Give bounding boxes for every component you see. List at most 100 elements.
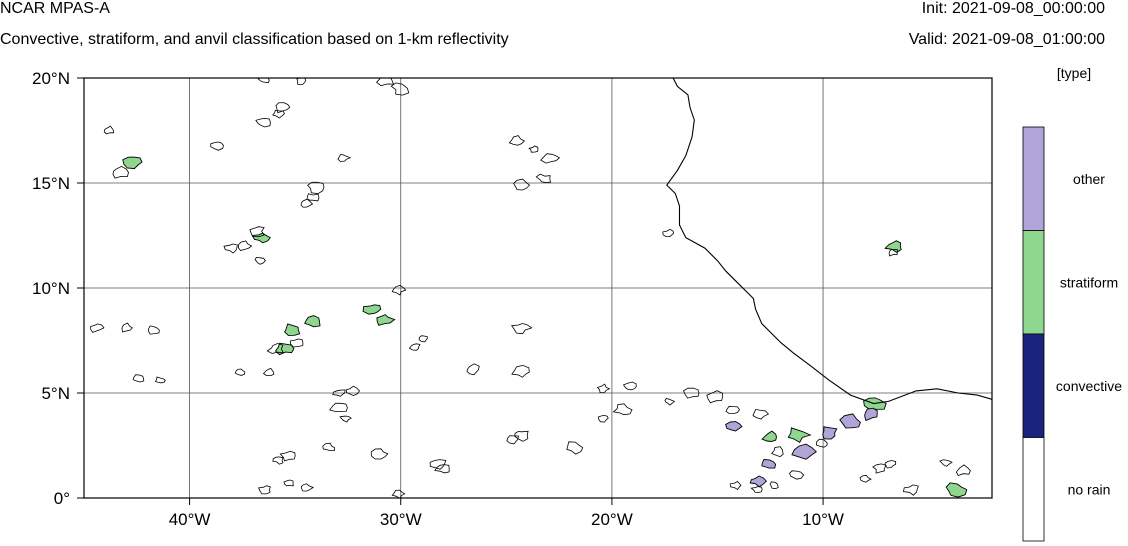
colorbar-legend: [type] other stratiform convective no rain [1022,65,1122,542]
contour-outline [513,178,531,191]
contour-outline [510,323,533,335]
contour-outline [429,459,447,470]
contour-outline [391,284,407,296]
contour-outline [514,430,529,442]
y-tick-label: 0° [54,489,70,508]
contour-outline [249,226,265,238]
contour-outline [307,181,325,195]
cell-other [864,407,878,422]
cell-stratiform [274,342,295,356]
colorbar-swatch [1022,126,1045,231]
contour-outline [508,135,526,146]
colorbar-swatch [1022,230,1045,335]
valid-time: Valid: 2021-09-08_01:00:00 [908,31,1105,48]
contour-outline [90,323,105,333]
contour-outline [223,243,238,254]
contour-outline [254,256,266,265]
contour-outline [859,474,872,483]
contour-outline [306,193,320,202]
contour-outline [339,415,352,423]
cell-stratiform [787,427,812,444]
cell-stratiform [376,314,396,326]
contour-outline [771,446,784,458]
contour-outline [289,338,304,348]
contour-outline [662,228,674,237]
contour-outline [257,78,270,84]
colorbar-unit: [type] [1057,65,1091,81]
contour-outline [370,448,389,460]
contour-outline [337,153,352,162]
contour-outline [729,481,742,491]
cell-stratiform [284,323,301,336]
cell-stratiform [251,232,271,244]
contour-outline [418,335,428,343]
contour-outline [262,367,275,376]
contour-outline [706,390,724,404]
cell-stratiform [122,156,143,170]
contour-outline [283,479,294,487]
x-tick-label: 40°W [169,510,211,529]
colorbar-label: other [1073,171,1105,187]
contour-outline [154,376,166,384]
cell-other [839,413,861,429]
contour-outline [903,484,919,496]
contour-outline [622,381,637,391]
cell-other [822,426,838,440]
contour-outline [258,485,271,495]
model-title: NCAR MPAS-A [0,0,110,17]
contour-outline [272,456,284,465]
y-tick-label: 5°N [41,384,70,403]
contour-outline [596,383,611,394]
colorbar-label: convective [1056,378,1122,394]
contour-outline [535,173,551,183]
plot-description: Convective, stratiform, and anvil classi… [0,31,509,48]
contour-outline [612,403,633,416]
x-tick-label: 20°W [591,510,633,529]
contour-outline [376,78,395,87]
contour-outline [234,368,246,376]
contour-outline [332,389,346,397]
cell-other [791,443,818,460]
x-tick-label: 10°W [802,510,844,529]
contour-outline [884,460,897,469]
contour-outline [121,322,134,333]
contour-outline [566,441,584,455]
y-tick-label: 20°N [32,69,70,88]
cell-other [749,475,768,488]
y-tick-label: 15°N [32,174,70,193]
contour-outline [750,485,763,493]
init-time: Init: 2021-09-08_00:00:00 [921,0,1105,17]
contour-outline [466,363,480,376]
y-tick-label: 10°N [32,279,70,298]
contour-outline [391,489,406,498]
colorbar-swatch [1022,437,1045,542]
contour-outline [300,483,314,492]
contour-outline [434,464,450,474]
contour-outline [329,402,348,413]
contour-outline [279,450,296,462]
contour-outline [148,325,160,335]
contour-outline [255,117,271,128]
contour-outline [682,387,700,399]
axis-ticks: 40°W 30°W 20°W 10°W 0° 5°N 10°N 15°N 20°N [32,69,844,529]
contour-outline [725,405,740,415]
contour-outline [664,398,676,406]
contour-outline [540,153,561,164]
contour-outline [815,438,828,448]
cell-stratiform [761,430,777,442]
contour-outline [408,343,421,351]
contour-outline [296,78,307,85]
contour-outline [506,435,519,445]
contour-outline [103,125,114,135]
contour-outline [237,240,253,251]
contour-outline [112,165,129,179]
contour-outline [132,374,145,383]
coastline [666,78,992,405]
x-tick-label: 30°W [380,510,422,529]
colorbar-label: stratiform [1060,274,1118,290]
contour-outline [955,464,971,476]
cell-other [725,421,743,432]
contour-outline [272,109,285,119]
colorbar-label: no rain [1068,481,1111,497]
